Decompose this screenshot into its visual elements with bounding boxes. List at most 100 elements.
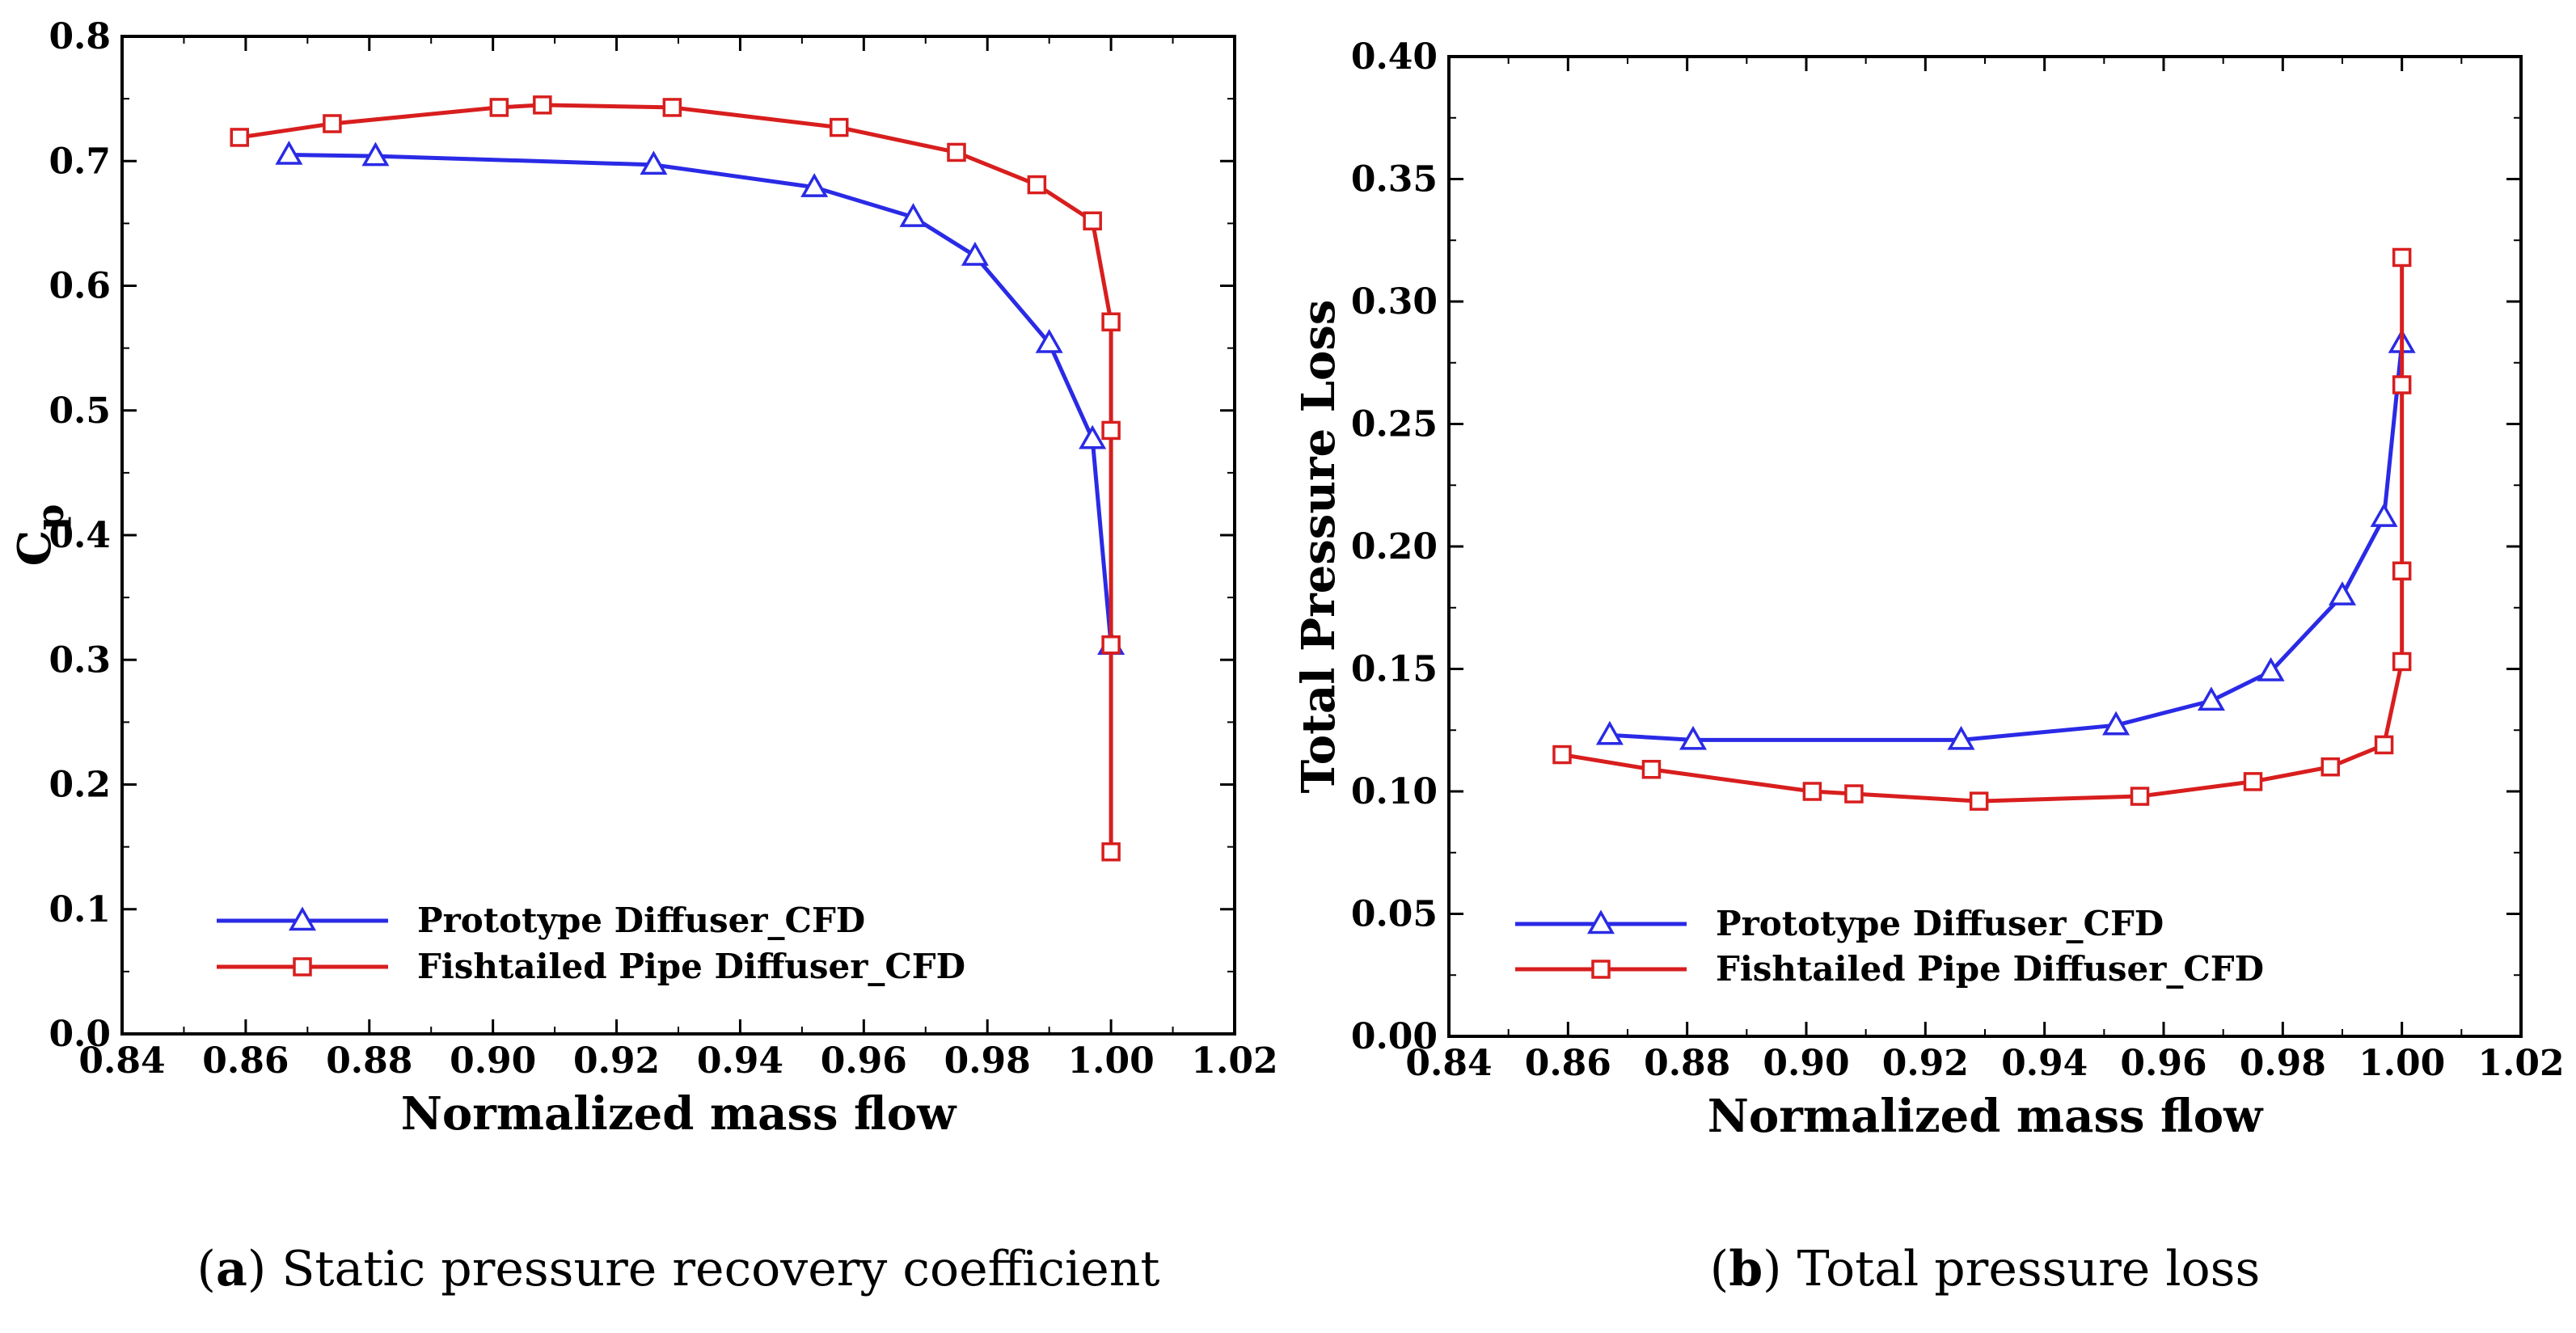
y-tick-label: 0.2	[49, 765, 111, 806]
x-tick-label: 0.84	[1405, 1043, 1492, 1084]
data-point-marker	[2197, 686, 2225, 711]
plot-frame	[1447, 55, 2523, 1038]
y-tick-label: 0.4	[49, 515, 111, 556]
data-point-marker	[2370, 503, 2398, 527]
x-axis-title: Normalized mass flow	[1708, 1090, 2264, 1143]
caption-text: Static pressure recovery coefficient	[281, 1241, 1159, 1297]
x-tick-label: 0.86	[202, 1040, 289, 1082]
caption-paren-close: )	[247, 1241, 281, 1297]
chart-panel-a: 0.84 0.86 0.88 0.90 0.92 0.94 0.96 0.98 1.00 1.02…	[8, 16, 1278, 1297]
legend-marker	[293, 957, 312, 977]
panel-caption: (b) Total pressure loss	[1710, 1241, 2260, 1297]
x-axis-title: Normalized mass flow	[401, 1087, 957, 1141]
data-point-marker	[1552, 745, 1572, 765]
y-tick-label: 0.3	[49, 639, 111, 681]
x-tick-label: 1.02	[1191, 1040, 1277, 1082]
caption-paren-open: (	[1710, 1241, 1729, 1297]
data-point-marker	[2243, 772, 2263, 791]
data-point-marker	[533, 95, 552, 115]
y-axis-title: Cp	[8, 504, 72, 567]
y-tick-label: 0.6	[49, 266, 111, 307]
x-tick-label: 0.98	[944, 1040, 1031, 1082]
series-fishtailed	[1552, 247, 2412, 811]
series-line	[1561, 257, 2405, 804]
data-point-marker	[947, 142, 966, 162]
y-axis-title-subscript: p	[28, 504, 72, 530]
x-tick-label: 1.00	[1068, 1040, 1155, 1082]
y-tick-label: 0.10	[1351, 771, 1438, 812]
data-point-marker	[2392, 561, 2412, 581]
y-tick-label: 0.15	[1351, 649, 1438, 690]
legend: Prototype Diffuser_CFD Fishtailed Pipe Di…	[1515, 904, 2264, 989]
data-point-marker	[1079, 424, 1107, 449]
data-point-marker	[800, 173, 829, 197]
x-tick-label: 1.00	[2359, 1043, 2445, 1084]
series-line	[289, 153, 1113, 645]
x-tick-label: 0.88	[326, 1040, 412, 1082]
data-point-marker	[1679, 725, 1708, 750]
data-point-marker	[1027, 175, 1047, 195]
data-point-marker	[899, 203, 927, 227]
x-tick-label: 0.86	[1525, 1043, 1611, 1084]
legend-label: Prototype Diffuser_CFD	[417, 901, 865, 940]
data-point-marker	[2257, 657, 2285, 681]
y-tick-label: 0.20	[1351, 526, 1438, 567]
y-tick-label: 0.7	[49, 141, 111, 182]
chart-panel-b: 0.84 0.86 0.88 0.90 0.92 0.94 0.96 0.98 1.00 1.02…	[1292, 36, 2565, 1297]
y-axis-title-main: Total Pressure Loss	[1292, 300, 1345, 794]
x-tick-label: 0.96	[821, 1040, 907, 1082]
data-point-marker	[2321, 757, 2341, 777]
legend-marker	[1591, 960, 1611, 979]
y-tick-label: 0.25	[1351, 404, 1438, 445]
data-point-marker	[640, 150, 668, 175]
legend: Prototype Diffuser_CFD Fishtailed Pipe Di…	[217, 901, 965, 986]
data-point-marker	[830, 117, 849, 137]
legend-label: Fishtailed Pipe Diffuser_CFD	[1716, 949, 2264, 989]
data-point-marker	[2374, 735, 2394, 755]
x-tick-label: 0.92	[573, 1040, 660, 1082]
caption-paren-close: )	[1763, 1241, 1797, 1297]
data-point-marker	[230, 128, 249, 147]
data-point-marker	[662, 98, 682, 117]
data-point-marker	[1035, 328, 1063, 353]
caption-paren-open: (	[197, 1241, 216, 1297]
caption-text: Total pressure loss	[1797, 1241, 2261, 1297]
data-point-marker	[489, 98, 509, 117]
y-tick-label: 0.5	[49, 390, 111, 432]
x-tick-label: 1.02	[2477, 1043, 2564, 1084]
data-point-marker	[961, 241, 989, 266]
caption-letter: b	[1729, 1241, 1763, 1297]
caption-letter: a	[216, 1241, 247, 1297]
data-point-marker	[2102, 711, 2130, 736]
series-prototype	[275, 141, 1125, 655]
x-tick-label: 0.92	[1882, 1043, 1969, 1084]
data-point-marker	[2328, 581, 2357, 605]
series-fishtailed	[230, 95, 1121, 862]
data-point-marker	[2392, 247, 2412, 268]
legend-marker	[288, 906, 317, 931]
data-point-marker	[1969, 791, 1989, 811]
x-tick-label: 0.94	[697, 1040, 783, 1082]
data-point-marker	[323, 114, 342, 133]
data-point-marker	[1101, 312, 1121, 331]
x-tick-label: 0.84	[78, 1040, 165, 1082]
data-point-marker	[275, 141, 303, 165]
data-point-marker	[2130, 787, 2150, 806]
y-tick-label: 0.1	[49, 889, 111, 930]
series-line	[239, 103, 1113, 852]
panel-caption: (a) Static pressure recovery coefficient	[197, 1241, 1160, 1297]
data-point-marker	[2392, 375, 2412, 394]
legend-label: Fishtailed Pipe Diffuser_CFD	[417, 947, 965, 986]
legend-label: Prototype Diffuser_CFD	[1716, 904, 2164, 943]
data-point-marker	[1595, 720, 1624, 745]
data-point-marker	[1101, 635, 1121, 655]
y-tick-label: 0.30	[1351, 281, 1438, 323]
data-point-marker	[1947, 725, 1975, 750]
data-point-marker	[1802, 782, 1822, 801]
y-tick-label: 0.05	[1351, 894, 1438, 935]
data-point-marker	[361, 141, 390, 167]
series-prototype	[1595, 328, 2416, 750]
y-tick-label: 0.8	[49, 16, 111, 57]
data-point-marker	[1101, 842, 1121, 862]
